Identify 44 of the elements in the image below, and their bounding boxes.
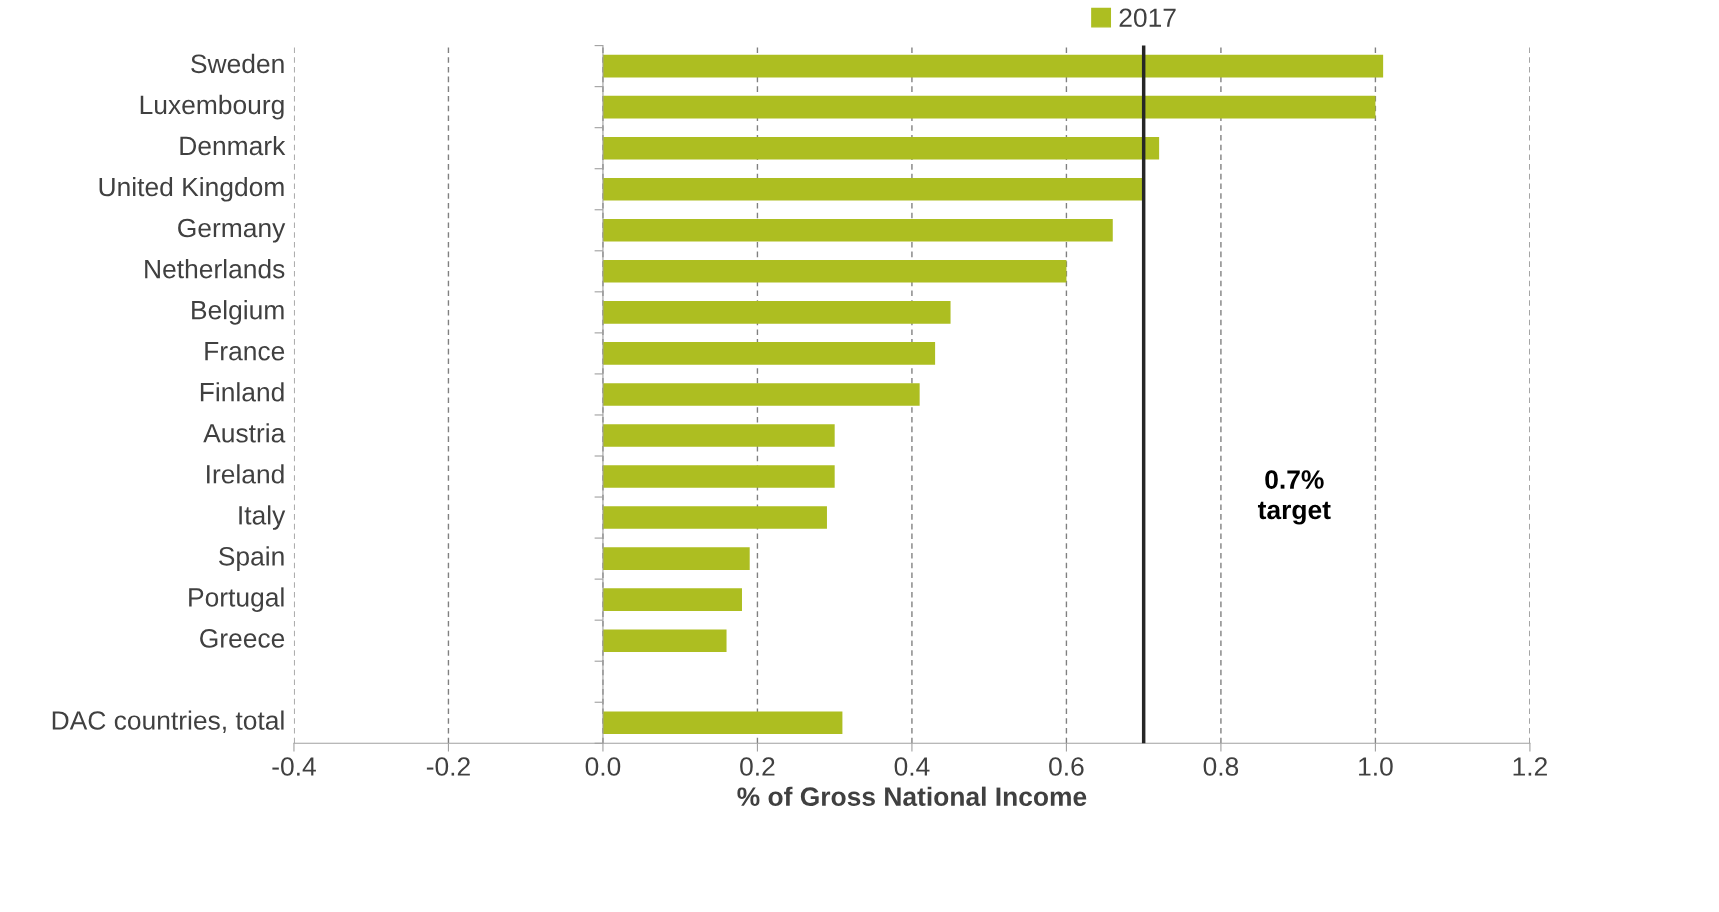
bar [602, 547, 750, 570]
x-tick-label: 0.2 [740, 757, 775, 776]
y-tick-label: Luxembourg [140, 94, 284, 120]
bar [602, 424, 835, 447]
y-tick-label: Austria [203, 423, 286, 443]
y-tick-label: DAC countries, total [52, 710, 284, 733]
bar [602, 588, 742, 611]
bar [602, 629, 727, 652]
y-tick-label: Spain [219, 546, 284, 571]
y-tick-label: Italy [239, 505, 286, 530]
x-tick-label: -0.4 [272, 757, 316, 776]
bar [602, 95, 1376, 119]
y-tick-label: Denmark [180, 135, 286, 156]
y-tick-label: Ireland [207, 464, 284, 484]
bar [602, 711, 843, 735]
x-axis-title: % of Gross National Income [737, 786, 1087, 807]
x-tick-label: 1.0 [1359, 757, 1393, 776]
ref-line-label: 0.7% target [1257, 470, 1331, 525]
y-tick-label: Greece [200, 629, 285, 648]
x-tick-label: 0.8 [1203, 757, 1239, 776]
bar [602, 260, 1067, 283]
bar [602, 383, 920, 406]
bar [602, 301, 951, 324]
x-tick-label: 0.6 [1049, 757, 1084, 776]
x-tick-label: 1.2 [1513, 757, 1547, 776]
y-tick-label: France [205, 342, 285, 361]
bar [602, 465, 835, 488]
y-tick-label: Netherlands [145, 259, 285, 279]
x-tick-label: 0.4 [894, 757, 930, 776]
bar [602, 177, 1144, 201]
y-tick-label: Belgium [192, 300, 284, 325]
legend-label: 2017 [1119, 8, 1176, 28]
y-tick-label: Germany [178, 218, 286, 243]
y-tick-label: Portugal [189, 587, 284, 612]
y-tick-label: Sweden [191, 53, 284, 74]
y-tick-label: United Kingdom [99, 176, 284, 202]
bar [602, 136, 1160, 160]
x-tick-label: 0.0 [585, 757, 621, 776]
bar [602, 218, 1113, 242]
bar [602, 506, 827, 529]
bar [602, 54, 1384, 78]
x-tick-label: -0.2 [426, 757, 470, 776]
bar [602, 342, 936, 365]
y-tick-label: Finland [200, 382, 284, 402]
